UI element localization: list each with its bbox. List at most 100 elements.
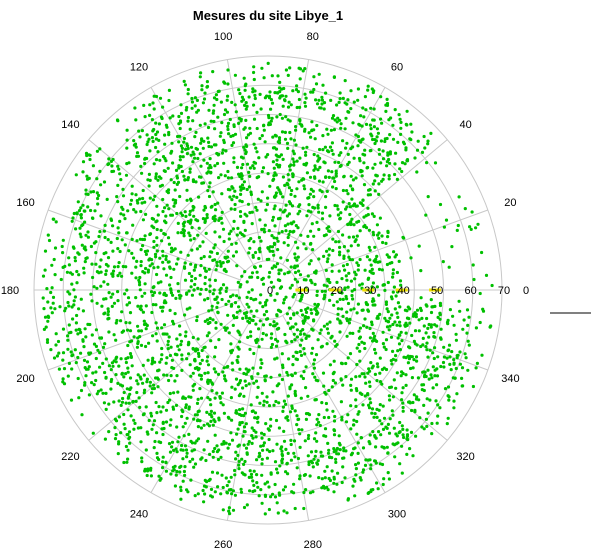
data-point: [272, 166, 276, 170]
data-point: [336, 312, 340, 316]
data-point: [199, 141, 203, 145]
data-point: [433, 346, 437, 350]
data-point: [116, 119, 120, 123]
data-point: [211, 190, 215, 194]
data-point: [356, 87, 360, 91]
data-point: [244, 107, 248, 111]
data-point: [77, 209, 82, 213]
data-point: [371, 430, 375, 434]
data-point: [465, 308, 470, 312]
data-point: [240, 274, 244, 278]
data-point: [351, 178, 355, 182]
data-point: [398, 305, 402, 309]
data-point: [235, 195, 239, 199]
data-point: [367, 406, 372, 410]
data-point: [103, 437, 107, 441]
data-point: [70, 219, 74, 223]
data-point: [384, 300, 388, 304]
data-point: [405, 428, 409, 432]
data-point: [266, 196, 270, 200]
data-point: [275, 115, 279, 119]
data-point: [186, 92, 190, 96]
data-point: [236, 427, 240, 431]
data-point: [296, 246, 300, 250]
data-point: [92, 241, 96, 245]
data-point: [371, 166, 375, 170]
data-point: [95, 270, 99, 274]
data-point: [298, 474, 302, 478]
data-point: [263, 223, 267, 227]
data-point: [218, 395, 222, 399]
data-point: [207, 185, 211, 189]
data-point: [332, 419, 337, 423]
data-point: [269, 107, 273, 111]
data-point: [245, 311, 249, 315]
data-point: [239, 192, 243, 196]
data-point: [254, 379, 259, 383]
data-point: [155, 204, 159, 208]
data-point: [191, 335, 195, 340]
data-point: [328, 455, 332, 459]
data-point: [435, 324, 439, 328]
data-point: [346, 356, 350, 360]
data-point: [460, 376, 464, 380]
data-point: [311, 490, 315, 494]
data-point: [324, 205, 328, 209]
data-point: [219, 401, 223, 405]
data-point: [117, 231, 121, 235]
data-point: [319, 345, 323, 349]
data-point: [332, 359, 336, 363]
data-point: [88, 322, 92, 327]
data-point: [45, 338, 50, 342]
data-point: [201, 240, 205, 244]
angle-tick-label-120: 120: [130, 62, 148, 74]
data-point: [123, 292, 127, 296]
data-point: [444, 218, 449, 222]
data-point: [310, 311, 314, 315]
data-point: [96, 348, 100, 352]
data-point: [325, 127, 329, 131]
data-point: [155, 236, 159, 240]
data-point: [143, 115, 147, 119]
data-point: [299, 353, 304, 357]
data-point: [66, 338, 70, 342]
data-point: [355, 389, 359, 393]
data-point: [280, 377, 284, 382]
data-point: [291, 295, 295, 299]
data-point: [168, 116, 172, 120]
data-point: [295, 105, 299, 110]
data-point: [248, 489, 252, 493]
data-point: [46, 233, 50, 237]
data-point: [324, 175, 328, 179]
data-point: [369, 361, 373, 365]
data-point: [216, 311, 220, 315]
data-point: [266, 153, 270, 157]
data-point: [260, 134, 264, 138]
data-point: [410, 333, 414, 338]
data-point: [319, 454, 323, 458]
data-point: [369, 467, 373, 471]
data-point: [339, 163, 343, 168]
data-point: [375, 407, 379, 411]
data-point: [253, 93, 257, 97]
data-point: [298, 105, 302, 109]
data-point: [312, 152, 316, 157]
data-point: [430, 376, 434, 380]
data-point: [179, 111, 184, 115]
data-point: [339, 378, 343, 382]
data-point: [185, 455, 189, 459]
data-point: [305, 145, 309, 149]
data-point: [128, 340, 132, 344]
data-point: [386, 310, 390, 314]
data-point: [348, 212, 352, 217]
data-point: [345, 205, 349, 209]
data-point: [76, 355, 80, 360]
data-point: [378, 356, 382, 360]
data-point: [405, 109, 409, 113]
data-point: [349, 174, 353, 178]
data-point: [386, 320, 390, 324]
data-point: [238, 309, 242, 313]
data-point: [211, 70, 215, 74]
data-point: [340, 418, 344, 422]
data-point: [356, 243, 360, 247]
